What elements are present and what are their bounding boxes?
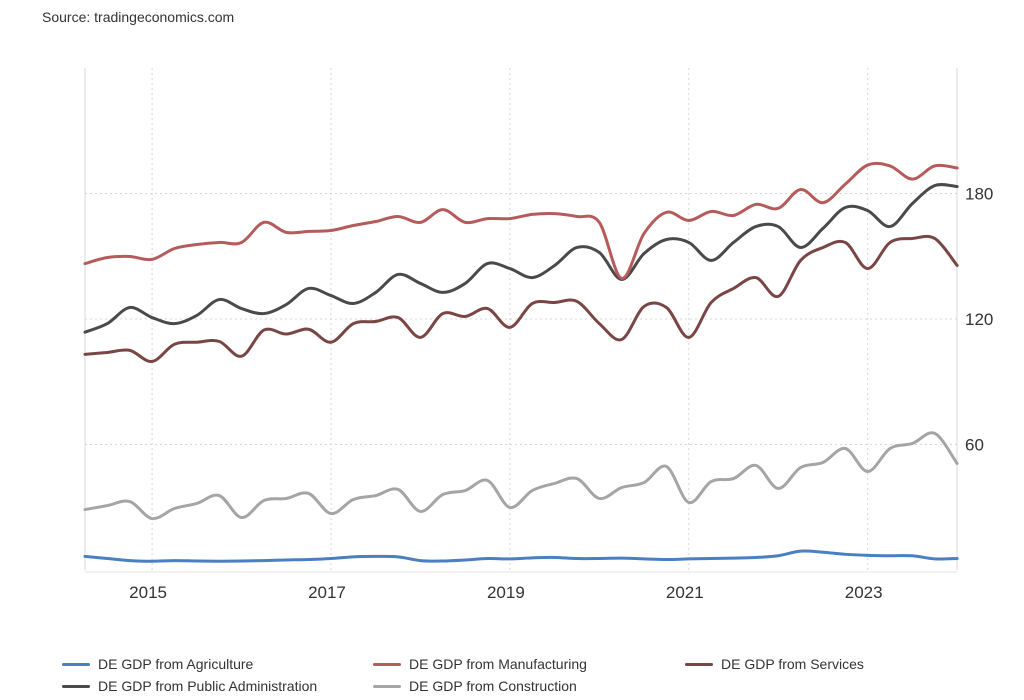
- legend-swatch: [373, 662, 401, 666]
- legend-label: DE GDP from Public Administration: [98, 678, 318, 694]
- series-line-de-gdp-from-public-administration: [83, 183, 959, 334]
- y-tick-label: 60: [965, 436, 984, 455]
- legend-label: DE GDP from Services: [721, 656, 864, 672]
- legend-label: DE GDP from Agriculture: [98, 656, 254, 672]
- legend-swatch: [373, 684, 401, 688]
- legend-item[interactable]: DE GDP from Construction: [373, 678, 577, 694]
- legend-swatch: [62, 662, 90, 666]
- series-line-de-gdp-from-services: [83, 234, 959, 363]
- series-lines: [83, 161, 959, 563]
- x-tick-label: 2021: [666, 583, 704, 602]
- legend-label: DE GDP from Construction: [409, 678, 577, 694]
- legend-item[interactable]: DE GDP from Manufacturing: [373, 656, 587, 672]
- legend-swatch: [685, 662, 713, 666]
- source-label: Source: tradingeconomics.com: [42, 9, 235, 25]
- series-line-de-gdp-from-manufacturing: [83, 161, 959, 280]
- legend-item[interactable]: DE GDP from Services: [685, 656, 864, 672]
- x-tick-label: 2019: [487, 583, 525, 602]
- y-tick-label: 120: [965, 310, 993, 329]
- axes: [84, 68, 958, 573]
- legend-item[interactable]: DE GDP from Agriculture: [62, 656, 253, 672]
- x-tick-label: 2015: [129, 583, 167, 602]
- legend-label: DE GDP from Manufacturing: [409, 656, 587, 672]
- series-line-de-gdp-from-construction: [83, 431, 959, 521]
- legend-item[interactable]: DE GDP from Public Administration: [62, 678, 317, 694]
- x-tick-label: 2023: [845, 583, 883, 602]
- tick-labels: 60 120 180 2015 2017 2019 2021 2023: [129, 185, 993, 603]
- series-line-de-gdp-from-agriculture: [83, 549, 959, 563]
- y-tick-label: 180: [965, 185, 993, 204]
- legend-swatch: [62, 684, 90, 688]
- x-tick-label: 2017: [308, 583, 346, 602]
